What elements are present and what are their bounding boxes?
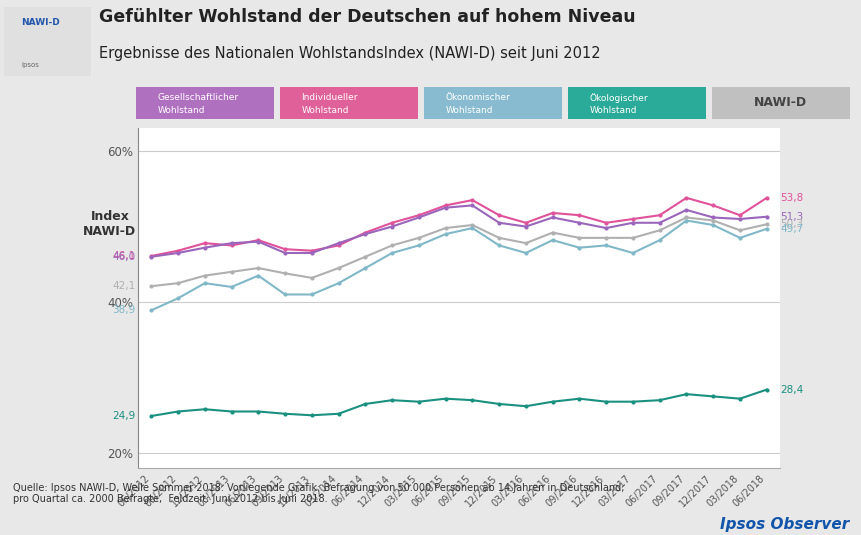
Text: Ergebnisse des Nationalen WohlstandsIndex (NAWI-D) seit Juni 2012: Ergebnisse des Nationalen WohlstandsInde… xyxy=(99,45,600,60)
Text: 46,0: 46,0 xyxy=(112,252,135,262)
FancyBboxPatch shape xyxy=(424,87,561,119)
Text: Quelle: Ipsos NAWI-D, Welle Sommer 2018. Vorliegende Grafik: Befragung von 50.00: Quelle: Ipsos NAWI-D, Welle Sommer 2018.… xyxy=(13,483,623,505)
Text: Wohlstand: Wohlstand xyxy=(301,106,349,115)
Text: 53,8: 53,8 xyxy=(779,193,802,203)
Text: Wohlstand: Wohlstand xyxy=(445,106,492,115)
Text: 50,3: 50,3 xyxy=(779,219,802,230)
Text: 51,3: 51,3 xyxy=(779,212,802,221)
Text: 46,1: 46,1 xyxy=(112,251,135,261)
Text: 38,9: 38,9 xyxy=(112,305,135,315)
Text: Wohlstand: Wohlstand xyxy=(158,106,205,115)
Text: 42,1: 42,1 xyxy=(112,281,135,291)
Text: 24,9: 24,9 xyxy=(112,411,135,421)
Text: 28,4: 28,4 xyxy=(779,385,802,395)
Text: NAWI-D: NAWI-D xyxy=(753,96,806,110)
Text: NAWI-D: NAWI-D xyxy=(22,18,60,27)
Text: Individueller: Individueller xyxy=(301,93,357,102)
Text: Index
NAWI-D: Index NAWI-D xyxy=(84,210,136,238)
FancyBboxPatch shape xyxy=(4,6,90,77)
Text: Ökonomischer: Ökonomischer xyxy=(445,93,510,102)
FancyBboxPatch shape xyxy=(136,87,274,119)
FancyBboxPatch shape xyxy=(280,87,418,119)
FancyBboxPatch shape xyxy=(711,87,849,119)
Text: Gesellschaftlicher: Gesellschaftlicher xyxy=(158,93,238,102)
Text: Ökologischer: Ökologischer xyxy=(589,93,647,103)
Text: Gefühlter Wohlstand der Deutschen auf hohem Niveau: Gefühlter Wohlstand der Deutschen auf ho… xyxy=(99,8,635,26)
Text: Ipsos Observer: Ipsos Observer xyxy=(719,517,848,532)
Text: 49,7: 49,7 xyxy=(779,224,802,234)
FancyBboxPatch shape xyxy=(567,87,705,119)
Text: Wohlstand: Wohlstand xyxy=(589,106,636,115)
Text: ipsos: ipsos xyxy=(22,62,40,68)
